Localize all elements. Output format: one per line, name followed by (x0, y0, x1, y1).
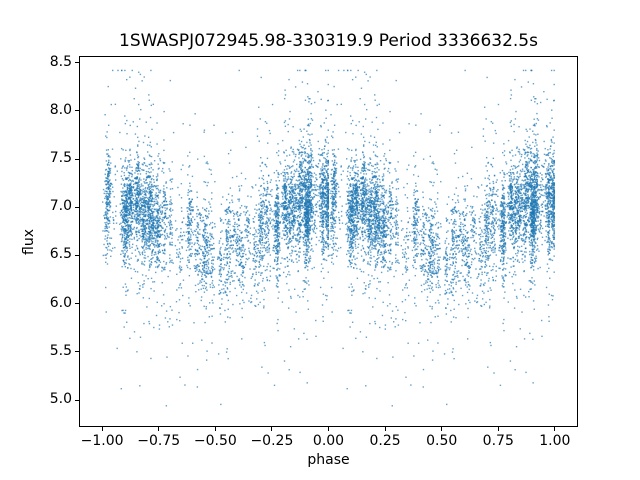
x-tick-label: 0.50 (426, 433, 458, 449)
x-tick-label: 0.75 (482, 433, 514, 449)
x-tick-label: 0.25 (369, 433, 401, 449)
y-tick-label: 6.5 (49, 246, 72, 263)
plot-area (79, 56, 578, 427)
y-tick-mark (75, 254, 79, 256)
x-tick-label: −0.75 (137, 433, 181, 449)
y-tick-mark (75, 110, 79, 112)
y-tick-mark (75, 399, 79, 401)
x-tick-mark (271, 427, 273, 431)
y-tick-label: 8.5 (49, 53, 72, 70)
y-tick-mark (75, 62, 79, 64)
y-tick-mark (75, 303, 79, 305)
x-tick-label: −0.25 (250, 433, 294, 449)
y-tick-label: 7.0 (49, 198, 72, 215)
x-tick-label: 1.00 (539, 433, 571, 449)
x-tick-mark (101, 427, 103, 431)
x-tick-mark (384, 427, 386, 431)
x-tick-label: 0.00 (312, 433, 345, 449)
y-tick-label: 5.5 (49, 342, 72, 359)
y-tick-mark (75, 206, 79, 208)
y-tick-label: 6.0 (49, 294, 72, 311)
chart-title: 1SWASPJ072945.98-330319.9 Period 3336632… (119, 31, 538, 51)
x-tick-label: −0.50 (193, 433, 237, 449)
y-tick-label: 8.0 (49, 101, 72, 118)
x-tick-mark (497, 427, 499, 431)
y-tick-mark (75, 158, 79, 160)
y-tick-label: 7.5 (49, 150, 72, 167)
x-axis-label: phase (307, 452, 350, 468)
y-tick-label: 5.0 (49, 391, 72, 408)
scatter-canvas (80, 57, 577, 426)
x-tick-label: −1.00 (80, 433, 124, 449)
x-tick-mark (214, 427, 216, 431)
x-tick-mark (441, 427, 443, 431)
y-tick-mark (75, 351, 79, 353)
x-tick-mark (328, 427, 329, 431)
x-tick-mark (554, 427, 556, 431)
x-tick-mark (158, 427, 160, 431)
